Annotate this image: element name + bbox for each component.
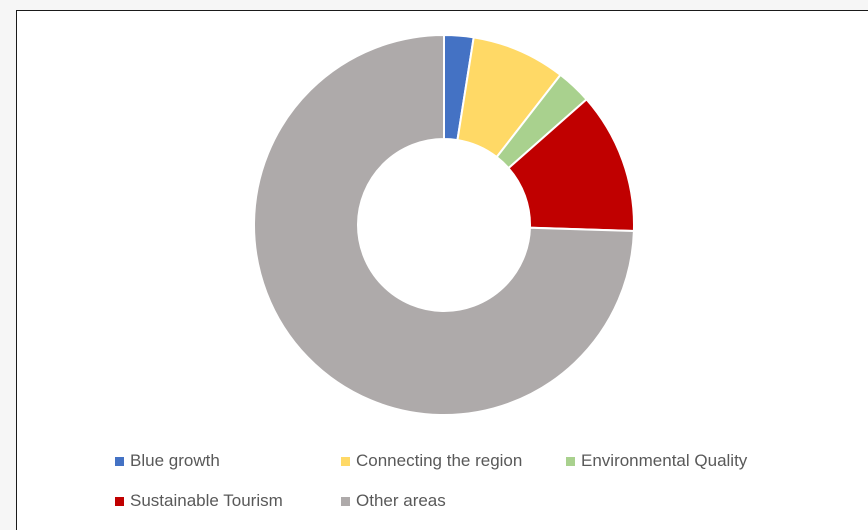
legend-swatch bbox=[115, 496, 124, 506]
legend-swatch bbox=[341, 456, 350, 466]
legend-label: Connecting the region bbox=[356, 451, 523, 470]
chart-area: Blue growth Connecting the region Enviro… bbox=[16, 10, 868, 530]
legend-label: Environmental Quality bbox=[581, 451, 748, 470]
legend-label: Other areas bbox=[356, 491, 446, 510]
donut-chart bbox=[253, 33, 635, 416]
legend-item-blue-growth: Blue growth bbox=[115, 451, 220, 471]
legend-swatch bbox=[115, 456, 124, 466]
legend-item-connecting-the-region: Connecting the region bbox=[341, 451, 522, 471]
legend-label: Sustainable Tourism bbox=[130, 491, 283, 510]
legend-label: Blue growth bbox=[130, 451, 220, 470]
legend-swatch bbox=[341, 496, 350, 506]
legend-item-environmental-quality: Environmental Quality bbox=[566, 451, 747, 471]
legend-swatch bbox=[566, 456, 575, 466]
legend-item-other-areas: Other areas bbox=[341, 491, 446, 511]
donut-slice-other-areas bbox=[253, 33, 635, 416]
legend-item-sustainable-tourism: Sustainable Tourism bbox=[115, 491, 283, 511]
